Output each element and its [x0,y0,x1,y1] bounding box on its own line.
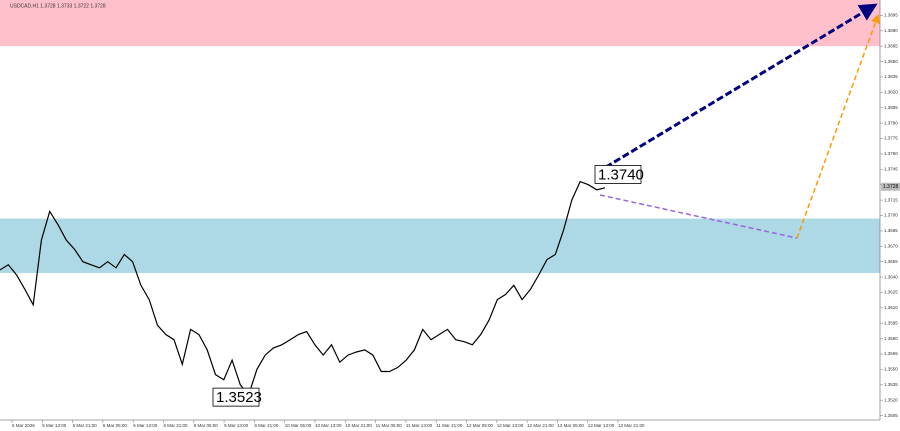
chart-title: USDCAD,H1 1.3728 1.3733 1.3722 1.3728 [10,3,106,9]
y-tick-label: 1.3790 [884,120,898,125]
y-tick-label: 1.3715 [884,197,898,202]
x-tick-label: 13 Mar 05:00 [557,423,584,428]
y-tick-label: 1.3640 [884,274,898,279]
x-tick-label: 12 Mar 13:00 [497,423,524,428]
y-tick-label: 1.3805 [884,105,898,110]
x-tick-label: 6 Mar 21:00 [164,423,189,428]
x-tick-label: 11 Mar 21:00 [436,423,463,428]
y-tick-label: 1.3865 [884,43,898,48]
price-annotation-box [594,165,642,184]
x-tick-label: 9 Mar 21:00 [254,423,279,428]
x-tick-label: 10 Mar 21:00 [345,423,372,428]
y-tick-label: 1.3655 [884,259,898,264]
x-tick-label: 9 Mar 13:00 [224,423,249,428]
y-tick-label: 1.3535 [884,382,898,387]
zone [0,218,880,273]
price-annotation-box [212,387,260,407]
x-tick-label: 12 Mar 05:00 [467,423,494,428]
y-tick-label: 1.3850 [884,59,898,64]
current-price-box [881,182,900,191]
forecast-arrow [599,194,798,239]
x-tick-label: 5 Mar 2026 [12,423,35,428]
y-tick-label: 1.3880 [884,28,898,33]
x-tick-label: 10 Mar 13:00 [315,423,342,428]
y-tick-label: 1.3520 [884,397,898,402]
y-tick-label: 1.3835 [884,74,898,79]
y-tick-label: 1.3580 [884,336,898,341]
forecast-arrow [596,3,878,174]
x-tick-label: 5 Mar 13:00 [42,423,67,428]
price-annotation: 1.3523 [216,389,262,406]
y-tick-label: 1.3550 [884,367,898,372]
y-tick-label: 1.3670 [884,243,898,248]
y-tick-label: 1.3685 [884,228,898,233]
x-tick-label: 5 Mar 21:00 [73,423,98,428]
current-price-label: 1.3728 [883,184,899,190]
y-tick-label: 1.3700 [884,213,898,218]
y-tick-label: 1.3895 [884,13,898,18]
y-tick-label: 1.3610 [884,305,898,310]
y-tick-label: 1.3565 [884,351,898,356]
y-tick-label: 1.3625 [884,290,898,295]
y-tick-label: 1.3760 [884,151,898,156]
x-tick-label: 11 Mar 05:00 [376,423,403,428]
x-tick-label: 10 Mar 05:00 [285,423,312,428]
y-tick-label: 1.3505 [884,413,898,418]
price-annotation: 1.3740 [598,166,644,183]
y-tick-label: 1.3595 [884,320,898,325]
zone [0,0,880,47]
x-tick-label: 13 Mar 13:00 [588,423,615,428]
price-line [0,180,606,397]
x-tick-label: 13 Mar 21:00 [618,423,645,428]
y-tick-label: 1.3775 [884,136,898,141]
y-tick-label: 1.3745 [884,167,898,172]
y-tick-label: 1.3820 [884,90,898,95]
x-tick-label: 6 Mar 05:00 [103,423,128,428]
x-tick-label: 9 Mar 05:00 [194,423,219,428]
x-tick-label: 12 Mar 21:00 [527,423,554,428]
x-tick-label: 11 Mar 13:00 [406,423,433,428]
x-tick-label: 6 Mar 13:00 [133,423,158,428]
